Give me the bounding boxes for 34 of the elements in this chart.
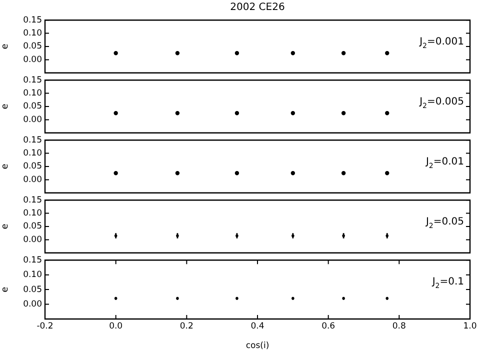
y-axis-title: e (0, 103, 11, 110)
y-tick-label: 0.10 (23, 208, 42, 219)
y-axis-title: e (0, 43, 11, 50)
x-tick-label: 0.2 (180, 321, 194, 332)
y-tick-label: 0.10 (23, 270, 42, 280)
x-axis-title: cos(i) (246, 341, 270, 352)
y-tick-label: 0.10 (23, 28, 42, 39)
x-tick-label: 0.8 (392, 321, 406, 332)
y-tick-label: 0.15 (23, 75, 42, 86)
y-tick-label: 0.00 (23, 234, 42, 245)
y-tick-label: 0.00 (23, 114, 42, 125)
y-axis-title: e (0, 223, 11, 230)
y-tick-label: 0.00 (23, 299, 42, 310)
x-tick-label: 0.4 (250, 321, 264, 332)
y-tick-label: 0.00 (23, 174, 42, 185)
y-axis-title: e (0, 286, 11, 292)
chart-title: 2002 CE26 (229, 1, 286, 15)
y-tick-label: 0.15 (23, 135, 42, 146)
y-tick-label: 0.15 (23, 195, 42, 206)
x-tick-label: 0.6 (322, 321, 336, 332)
y-tick-label: 0.05 (23, 42, 42, 52)
y-tick-label: 0.15 (23, 255, 42, 266)
y-tick-label: 0.15 (23, 15, 42, 26)
x-tick-label: 1.0 (463, 321, 477, 332)
y-tick-label: 0.05 (23, 162, 42, 172)
y-tick-label: 0.05 (23, 284, 42, 295)
y-axis-title: e (0, 163, 11, 170)
y-tick-label: 0.00 (23, 54, 42, 65)
x-tick-label: 0.0 (109, 321, 123, 332)
y-tick-label: 0.10 (23, 148, 42, 159)
y-tick-label: 0.10 (23, 88, 42, 99)
y-tick-label: 0.05 (23, 222, 42, 232)
x-tick-label: -0.2 (36, 321, 54, 332)
y-tick-label: 0.05 (23, 102, 42, 112)
